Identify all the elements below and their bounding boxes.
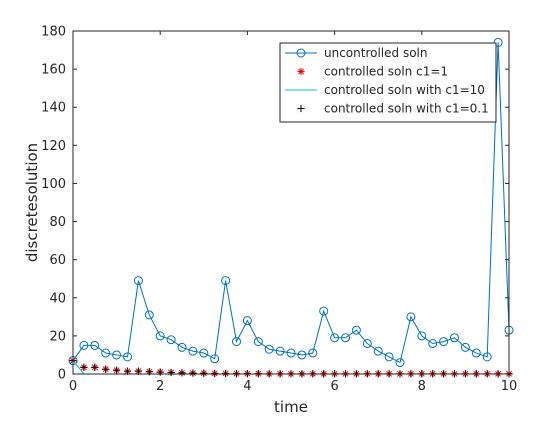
y-tick-label: 160 xyxy=(41,63,66,78)
data-point xyxy=(101,348,111,358)
data-point xyxy=(90,340,100,350)
legend-marker xyxy=(297,104,305,113)
data-point xyxy=(428,339,438,349)
data-point xyxy=(144,310,154,320)
data-point xyxy=(384,352,394,362)
x-tick-label: 2 xyxy=(156,379,164,394)
data-point xyxy=(167,368,175,377)
data-point xyxy=(155,331,165,341)
data-point xyxy=(286,348,296,358)
data-point xyxy=(362,339,372,349)
data-point xyxy=(232,337,241,347)
x-tick-label: 0 xyxy=(69,379,77,394)
data-point xyxy=(80,363,88,371)
data-point xyxy=(330,333,340,343)
legend-item: controlled soln with c1=0.1 xyxy=(297,102,489,116)
y-tick-label: 180 xyxy=(41,25,66,40)
y-tick-label: 60 xyxy=(49,253,66,268)
axes-box xyxy=(72,30,510,375)
data-point xyxy=(200,369,208,377)
data-point xyxy=(177,342,187,352)
y-tick-label: 20 xyxy=(49,329,66,344)
data-point xyxy=(395,358,405,368)
data-point xyxy=(210,354,220,364)
x-tick-label: 10 xyxy=(501,379,518,394)
y-tick-label: 120 xyxy=(41,139,66,154)
y-axis-label: discretesolution xyxy=(23,143,41,262)
data-point xyxy=(319,306,329,316)
data-point xyxy=(112,350,122,360)
legend-box xyxy=(279,42,497,123)
data-point xyxy=(471,348,481,358)
data-point xyxy=(199,348,209,358)
x-tick-label: 8 xyxy=(418,379,426,394)
data-point xyxy=(373,346,383,356)
x-axis-label: time xyxy=(274,398,308,416)
data-point xyxy=(439,337,449,347)
data-point xyxy=(113,366,121,374)
data-point xyxy=(450,333,459,343)
data-point xyxy=(123,352,132,362)
data-point xyxy=(460,342,470,352)
y-tick-label: 40 xyxy=(49,291,66,306)
legend-item: controlled soln c1=1 xyxy=(297,65,448,79)
data-point xyxy=(253,337,263,347)
y-tick-label: 0 xyxy=(58,368,66,383)
data-point xyxy=(166,335,176,345)
data-point xyxy=(178,369,186,377)
data-point xyxy=(91,363,99,371)
legend-marker xyxy=(297,67,305,76)
data-point xyxy=(275,346,285,356)
data-point xyxy=(222,369,230,378)
data-point xyxy=(308,348,318,358)
data-point xyxy=(417,331,427,341)
data-point xyxy=(493,37,503,47)
x-tick-label: 6 xyxy=(330,379,338,394)
legend-item: uncontrolled soln xyxy=(285,46,428,60)
data-point xyxy=(242,316,252,326)
y-tick-label: 80 xyxy=(49,215,66,230)
legend-label: uncontrolled soln xyxy=(324,46,428,60)
data-point xyxy=(102,365,110,373)
data-point xyxy=(221,276,231,286)
data-point xyxy=(189,369,197,377)
data-point xyxy=(264,344,274,354)
data-point xyxy=(297,350,307,360)
legend-marker xyxy=(296,48,306,58)
y-tick-label: 140 xyxy=(41,101,66,116)
data-point xyxy=(133,276,143,286)
legend-label: controlled soln with c1=0.1 xyxy=(324,102,489,116)
data-point xyxy=(341,333,350,343)
legend-label: controlled soln c1=1 xyxy=(324,65,448,79)
legend-label: controlled soln with c1=10 xyxy=(324,83,485,97)
data-point xyxy=(211,369,219,378)
data-point xyxy=(79,340,89,350)
y-tick-label: 100 xyxy=(41,177,66,192)
data-point xyxy=(188,346,198,356)
x-tick-label: 4 xyxy=(243,379,251,394)
data-point xyxy=(406,312,416,322)
data-point xyxy=(482,352,492,362)
data-point xyxy=(351,325,361,335)
legend-item: controlled soln with c1=10 xyxy=(285,83,485,97)
